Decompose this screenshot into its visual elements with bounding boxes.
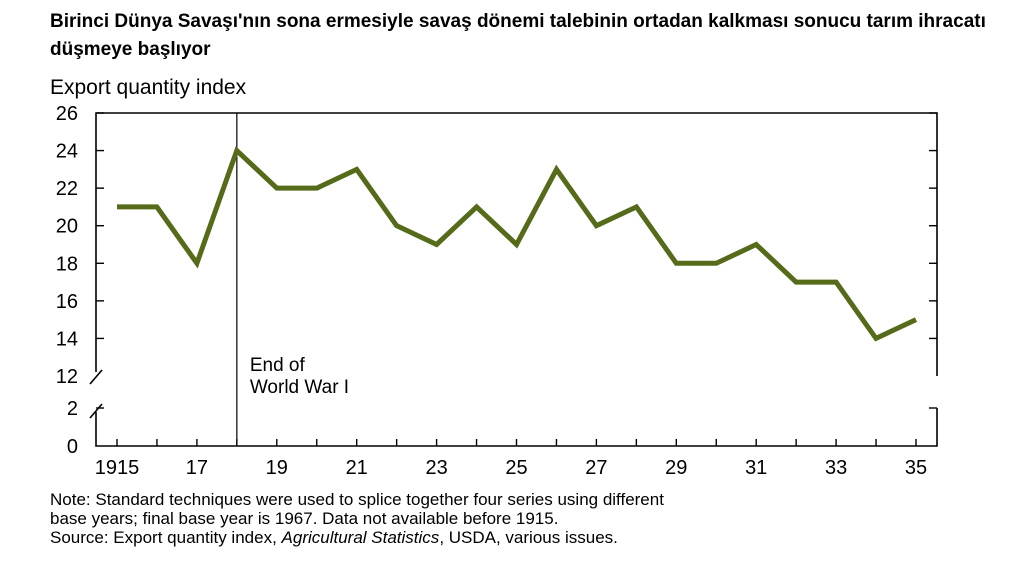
x-tick-label: 27: [585, 457, 607, 479]
axis-break-mark-lower: [89, 403, 103, 419]
note-line-1: Note: Standard techniques were used to s…: [50, 490, 664, 509]
source-suffix: , USDA, various issues.: [439, 528, 618, 547]
source-italic: Agricultural Statistics: [281, 528, 440, 547]
y-tick-label: 24: [56, 141, 78, 163]
source-prefix: Source: Export quantity index,: [50, 528, 282, 547]
x-tick-label: 35: [905, 457, 927, 479]
x-tick-label: 25: [505, 457, 527, 479]
y-tick-label: 0: [67, 436, 78, 458]
chart-title: Birinci Dünya Savaşı'nın sona ermesiyle …: [50, 11, 986, 60]
line-chart: 12 14 16 18 20 22 24 26 0 2 1915 17 19 21 23 25 27 29 31 33…: [56, 103, 938, 479]
y-tick-label: 2: [67, 398, 78, 420]
y-tick-label: 26: [56, 103, 78, 125]
series-layer: [116, 146, 918, 342]
x-tick-label: 1915: [95, 457, 140, 479]
y-tick-label: 12: [56, 366, 78, 388]
y-tick-label: 22: [56, 178, 78, 200]
y-tick-label: 16: [56, 291, 78, 313]
chart-notes: Note: Standard techniques were used to s…: [50, 490, 1010, 547]
y-tick-label: 18: [56, 253, 78, 275]
y-axis-label: Export quantity index: [50, 76, 247, 99]
note-line-2: base years; final base year is 1967. Dat…: [50, 509, 559, 528]
x-tick-label: 31: [745, 457, 767, 479]
y-tick-label: 14: [56, 328, 78, 350]
annotation-label-line1: End of: [250, 355, 306, 376]
x-tick-label: 17: [186, 457, 208, 479]
ticks-layer: 12 14 16 18 20 22 24 26 0 2 1915 17 19 21 23 25 27 29 31 33…: [56, 103, 937, 479]
x-tick-label: 23: [425, 457, 447, 479]
y-tick-label: 20: [56, 216, 78, 238]
x-tick-label: 29: [665, 457, 687, 479]
x-tick-label: 19: [266, 457, 288, 479]
axes-layer: [89, 112, 938, 447]
annotation-label-line2: World War I: [250, 377, 349, 398]
x-tick-label: 21: [346, 457, 368, 479]
upper-panel-frame: [95, 112, 938, 376]
source-line: Source: Export quantity index, Agricultu…: [50, 528, 1010, 547]
axis-break-mark-upper: [89, 369, 103, 385]
x-tick-label: 33: [825, 457, 847, 479]
